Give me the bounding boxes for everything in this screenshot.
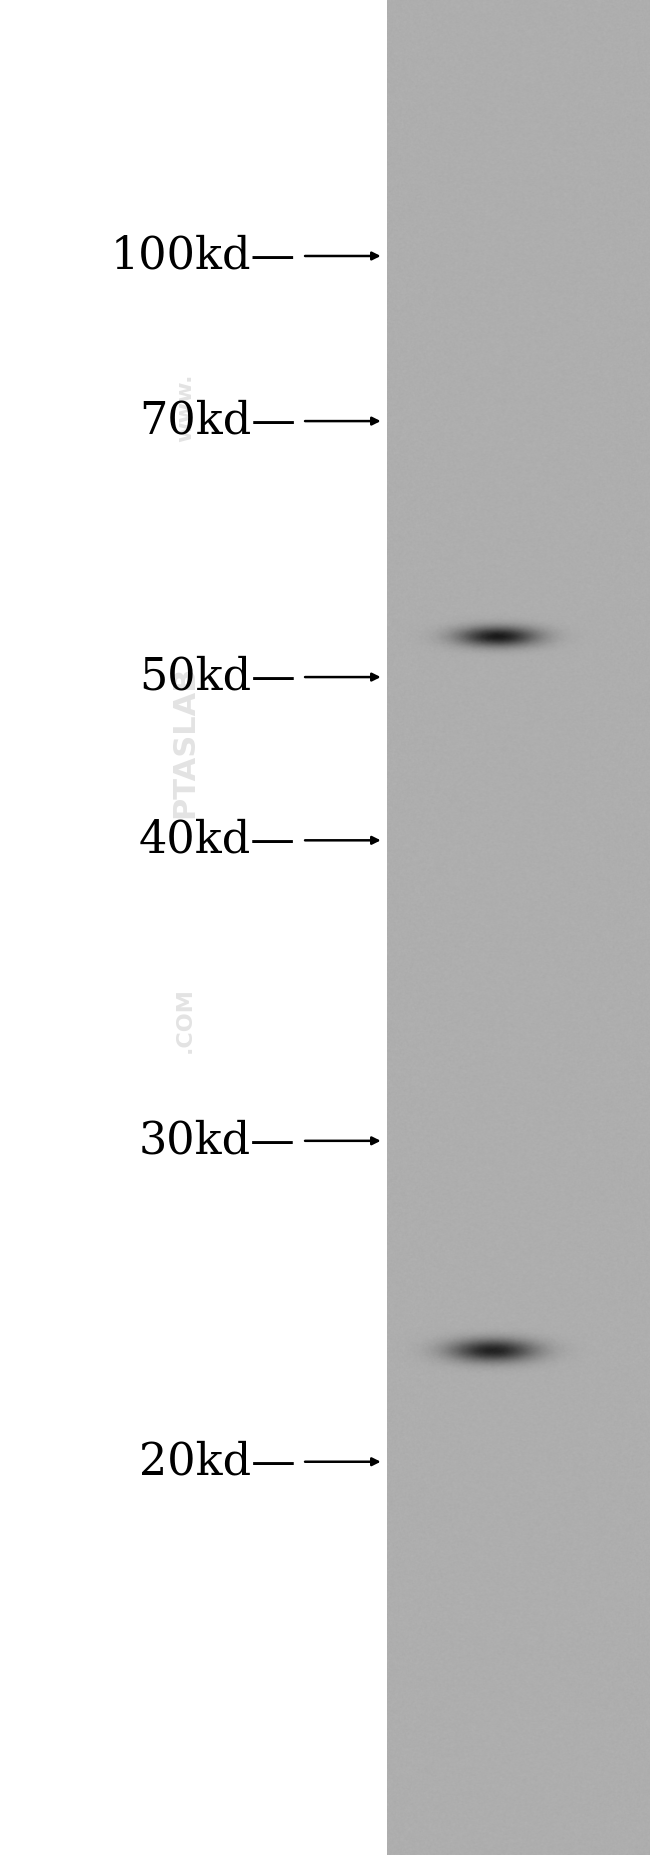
Text: 70kd—: 70kd—: [139, 399, 296, 443]
Text: 30kd—: 30kd—: [139, 1119, 296, 1163]
Text: 20kd—: 20kd—: [139, 1439, 296, 1484]
Text: PTASLAB: PTASLAB: [171, 666, 200, 818]
Text: www.: www.: [176, 375, 195, 441]
Text: 40kd—: 40kd—: [139, 818, 296, 863]
Text: 50kd—: 50kd—: [139, 655, 296, 699]
Text: .COM: .COM: [176, 987, 195, 1054]
Text: 100kd—: 100kd—: [111, 234, 296, 278]
